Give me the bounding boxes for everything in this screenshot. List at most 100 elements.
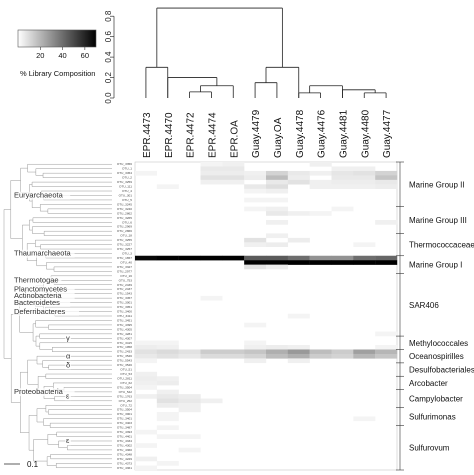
- dendrogram-axis-label: 0.0: [104, 92, 113, 104]
- heatmap-cell: [178, 447, 201, 453]
- row-group-label: Thermococcaceae: [409, 241, 474, 250]
- otu-label: OTU_2811: [117, 376, 132, 380]
- heatmap-cell: [222, 175, 245, 181]
- otu-label: OTU_2439: [117, 283, 132, 287]
- row-group-label: Campylobacter: [409, 395, 463, 404]
- tree-clade-label: Thaumarchaeota: [14, 249, 72, 258]
- legend-tick-label: 60: [81, 51, 89, 60]
- heatmap-cell: [135, 385, 158, 390]
- otu-label: OTU_2977: [117, 269, 132, 273]
- column-label: EPR.4474: [207, 112, 218, 158]
- heatmap-cell: [135, 380, 158, 386]
- tree-clade-label: Actinobacteria: [14, 291, 62, 300]
- heatmap-cell: [200, 170, 223, 176]
- heatmap-cell: [287, 170, 310, 176]
- heatmap-cell: [353, 255, 376, 261]
- otu-label: OTU_3327: [117, 265, 132, 269]
- otu-label: OTU_3001: [117, 412, 132, 416]
- heatmap-cell: [266, 184, 289, 189]
- tree-label-bg: [65, 361, 71, 370]
- column-label: Guay.4480: [360, 109, 371, 158]
- row-group-label: Oceanospirilles: [409, 352, 464, 361]
- color-legend: 20 40 60 % Library Composition: [17, 29, 97, 78]
- heatmap-cell: [135, 376, 158, 381]
- column-label: EPR.OA: [229, 120, 240, 158]
- tree-label-bg: [13, 298, 71, 307]
- heatmap-cell: [287, 237, 310, 243]
- heatmap-cell: [309, 353, 332, 359]
- heatmap-cell: [244, 255, 267, 261]
- heatmap-cell: [244, 340, 267, 346]
- otu-label: OTU_40: [120, 260, 132, 264]
- column-label: Guay.4479: [251, 109, 262, 158]
- row-group-label: Arcobacter: [409, 379, 448, 388]
- column-label: Guay.4481: [338, 109, 349, 158]
- heatmap-cell: [266, 242, 289, 248]
- heatmap-cell: [135, 340, 158, 346]
- heatmap-cell: [135, 358, 158, 364]
- otu-label: OTU_4348: [117, 452, 132, 456]
- heatmap-cell: [353, 349, 376, 355]
- otu-label: OTU_3504: [117, 385, 132, 389]
- heatmap-cell: [244, 260, 267, 265]
- heatmap-cell: [287, 358, 310, 364]
- heatmap-cell: [266, 175, 289, 181]
- otu-label: OTU_3227: [117, 243, 132, 247]
- otu-label: OTU_3411: [117, 314, 132, 318]
- otu-label: OTU_252: [119, 399, 133, 403]
- heatmap-cell: [244, 353, 267, 359]
- heatmap-cell: [135, 394, 158, 399]
- heatmap-cell: [375, 184, 398, 189]
- otu-label: OTU_111: [119, 185, 132, 189]
- tree-label-bg: [13, 191, 71, 200]
- otu-label: OTU_3457: [117, 296, 132, 300]
- otu-label: OTU_72: [120, 403, 132, 407]
- otu-label: OTU_1543: [117, 292, 132, 296]
- row-group-label: Sulfurimonas: [409, 412, 456, 421]
- heatmap-cell: [156, 425, 179, 431]
- legend-color-bar: [17, 29, 97, 48]
- heatmap-cell: [135, 465, 158, 471]
- otu-label: OTU_2866: [117, 229, 132, 233]
- heatmap-cell: [266, 353, 289, 359]
- heatmap-cell: [287, 255, 310, 261]
- tree-label-bg: [13, 249, 75, 258]
- row-group-label: Marine Group III: [409, 216, 467, 225]
- tree-clade-label: α: [66, 351, 71, 360]
- heatmap-cell: [200, 166, 223, 172]
- tree-scale-bar: 0.1: [4, 460, 39, 469]
- heatmap-cell: [309, 179, 332, 185]
- heatmap-cell: [309, 255, 332, 261]
- heatmap-cell: [156, 434, 179, 439]
- heatmap-cell: [244, 349, 267, 355]
- heatmap-cell: [266, 264, 289, 270]
- heatmap-cell: [156, 380, 179, 386]
- otu-label: OTU_3: [122, 252, 132, 256]
- heatmap-cell: [266, 345, 289, 350]
- heatmap-cell: [178, 434, 201, 439]
- heatmap-cell: [331, 255, 354, 261]
- heatmap-cell: [135, 371, 158, 377]
- otu-label: OTU_4305: [117, 327, 132, 331]
- heatmap-cell: [222, 179, 245, 185]
- heatmap-cell: [156, 184, 179, 189]
- otu-label: OTU_3257: [117, 247, 132, 251]
- heatmap-cell: [244, 237, 267, 243]
- heatmap-cell: [266, 179, 289, 185]
- tree-label-bg: [65, 352, 71, 361]
- tree-clade-label: ε: [66, 436, 70, 445]
- dendrogram-axis-label: 0.4: [104, 51, 113, 63]
- otu-label: OTU_16: [120, 274, 132, 278]
- column-labels: EPR.4473 EPR.4470 EPR.4472 EPR.4474 EPR.OA Gu…: [142, 109, 393, 158]
- heatmap-cell: [331, 260, 354, 265]
- heatmap-cell: [244, 206, 267, 212]
- heatmap-cell: [375, 175, 398, 181]
- heatmap-cell: [353, 166, 376, 172]
- dendrogram-axis-label: 0.8: [104, 10, 113, 22]
- heatmap-cells: [134, 161, 398, 471]
- legend-tick-label: 20: [36, 51, 44, 60]
- heatmap-cell: [309, 162, 332, 167]
- otu-label: OTU_18: [120, 234, 132, 238]
- otu-label: OTU_3001: [117, 301, 132, 305]
